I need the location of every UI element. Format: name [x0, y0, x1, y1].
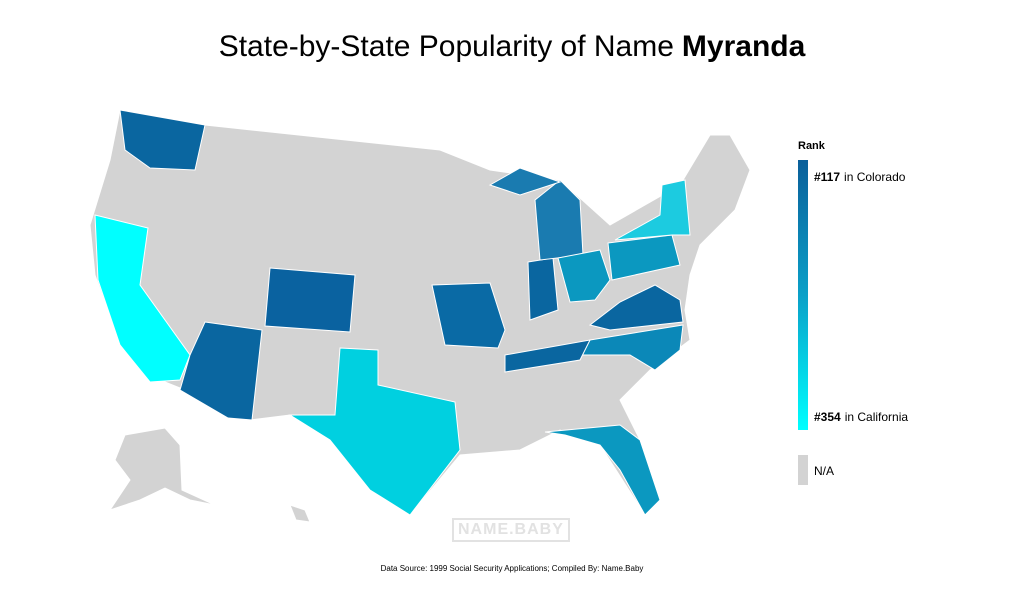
watermark: NAME.BABY [452, 518, 570, 542]
state [588, 284, 684, 331]
alaska [108, 427, 216, 511]
title-name: Myranda [681, 30, 806, 63]
state [288, 347, 461, 516]
state [544, 424, 661, 516]
states [89, 109, 751, 523]
state [504, 339, 591, 373]
legend-top-label: in Colorado [844, 170, 906, 184]
state [527, 257, 559, 321]
state [488, 167, 562, 196]
state [179, 321, 263, 421]
state [94, 214, 191, 383]
source: Data Source: 1999 Social Security Applic… [380, 564, 644, 573]
state [431, 282, 506, 349]
legend-bottom-label: in California [844, 410, 909, 424]
legend-na-swatch [798, 455, 808, 485]
state [264, 267, 356, 333]
legend-gradient [798, 160, 808, 430]
state [119, 109, 206, 171]
title-prefix: State-by-State Popularity of Name [218, 30, 674, 63]
legend-top-rank: #117 [814, 170, 841, 184]
legend-title: Rank [798, 140, 825, 152]
legend-top: #117 in Colorado [814, 170, 905, 184]
legend-bottom: #354 in California [814, 410, 908, 424]
hawaii [289, 504, 311, 523]
state [557, 249, 611, 303]
state [607, 234, 681, 281]
state [614, 179, 691, 241]
legend-bottom-rank: #354 [814, 410, 841, 424]
legend-na: N/A [814, 464, 835, 478]
title: State-by-State Popularity of Name Myranda [0, 30, 1024, 64]
